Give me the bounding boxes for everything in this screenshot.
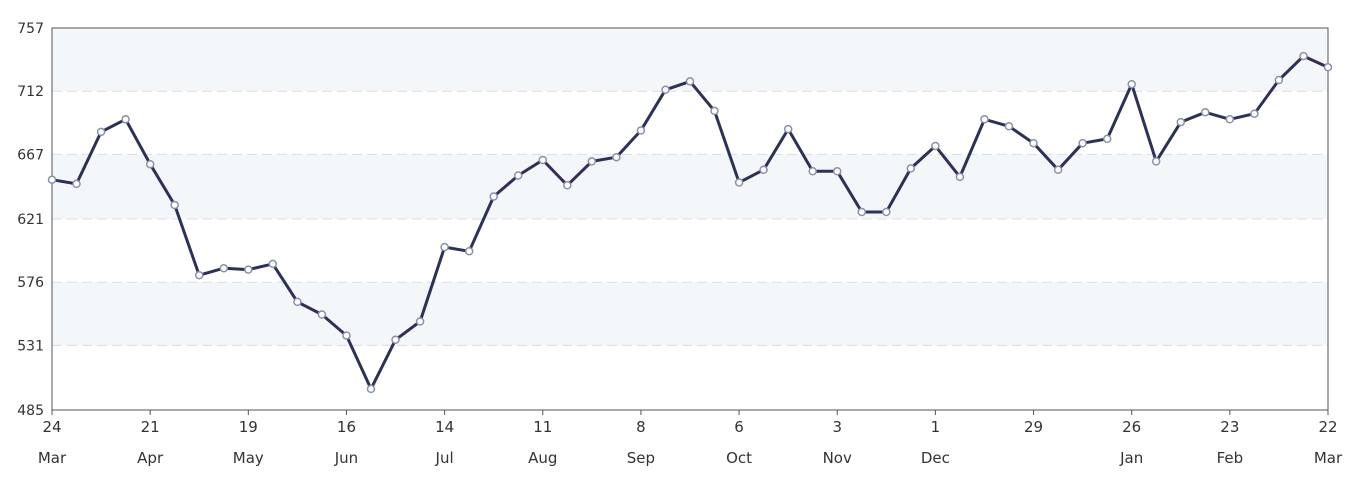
data-point[interactable] [1053, 165, 1063, 175]
data-point[interactable] [931, 141, 940, 151]
data-point[interactable] [1127, 79, 1136, 89]
data-point[interactable] [440, 242, 449, 252]
y-tick-label: 667 [17, 147, 44, 163]
data-point[interactable] [1078, 138, 1087, 148]
data-point[interactable] [1201, 108, 1210, 117]
x-tick-label-month: Mar [38, 449, 67, 467]
x-tick-label-month: Dec [921, 449, 950, 467]
y-axis: 757 712 667 621 576 531 485 [17, 21, 44, 419]
data-point[interactable] [1176, 117, 1186, 127]
data-point[interactable] [1299, 51, 1308, 61]
x-tick-label-month: Oct [726, 449, 752, 467]
data-point[interactable] [72, 179, 81, 189]
data-point[interactable] [268, 259, 278, 269]
data-point[interactable] [244, 265, 253, 274]
data-point[interactable] [489, 192, 498, 201]
data-point[interactable] [538, 155, 548, 165]
x-tick-label-month: May [233, 449, 264, 467]
y-tick-label: 531 [17, 338, 44, 354]
data-point[interactable] [808, 167, 817, 176]
data-point[interactable] [96, 127, 106, 137]
x-tick-label-month: Feb [1217, 449, 1244, 467]
data-point[interactable] [832, 167, 842, 176]
x-tick-label-month: Nov [823, 449, 852, 467]
x-axis: 24 Mar 21 Apr 19 May 16 Jun 14 Jul 11 Aug 8 Sep 6 Oct 3 N… [38, 410, 1343, 467]
gridlines [52, 90, 1328, 346]
data-point[interactable] [661, 85, 670, 95]
x-tick-label-day: 26 [1122, 418, 1141, 436]
data-point[interactable] [587, 157, 597, 166]
data-point[interactable] [734, 178, 744, 187]
data-point[interactable] [391, 335, 400, 345]
x-tick-label-day: 29 [1024, 418, 1043, 436]
data-point[interactable] [121, 115, 130, 124]
data-point[interactable] [1151, 157, 1161, 166]
data-point[interactable] [170, 200, 179, 210]
background-band [52, 154, 1328, 219]
x-tick-label-month: Mar [1314, 449, 1343, 467]
x-tick-label-day: 6 [734, 418, 744, 436]
data-point[interactable] [366, 384, 376, 394]
data-point[interactable] [980, 115, 989, 124]
x-tick-label-month: Aug [528, 449, 557, 467]
data-point[interactable] [612, 152, 621, 162]
x-tick-label-day: 24 [42, 418, 61, 436]
data-point[interactable] [759, 165, 768, 175]
y-tick-label: 621 [17, 212, 44, 228]
data-point[interactable] [1323, 63, 1333, 72]
data-point[interactable] [882, 207, 891, 217]
data-point[interactable] [1102, 134, 1112, 144]
data-point[interactable] [685, 77, 695, 86]
data-point[interactable] [857, 207, 867, 217]
x-tick-label-day: 22 [1318, 418, 1337, 436]
data-point[interactable] [145, 159, 155, 169]
data-point[interactable] [415, 317, 425, 326]
y-tick-label: 712 [17, 84, 44, 100]
x-tick-label-month: Sep [627, 449, 655, 467]
data-point[interactable] [513, 171, 523, 180]
x-tick-label-day: 8 [636, 418, 646, 436]
x-tick-label-month: Jan [1119, 449, 1143, 467]
plot-border [51, 27, 1329, 411]
x-tick-label-day: 3 [832, 418, 842, 436]
x-tick-label-day: 23 [1220, 418, 1239, 436]
x-tick-label-day: 16 [337, 418, 356, 436]
data-point[interactable] [47, 175, 57, 184]
data-point[interactable] [955, 172, 965, 182]
data-point[interactable] [636, 126, 646, 135]
x-tick-label-month: Apr [137, 449, 164, 467]
data-point[interactable] [563, 181, 572, 190]
background-band [52, 282, 1328, 346]
x-tick-label-day: 19 [239, 418, 258, 436]
data-point[interactable] [710, 106, 719, 116]
data-point[interactable] [342, 331, 351, 340]
y-tick-label: 576 [17, 275, 44, 291]
background-bands [52, 28, 1328, 346]
data-point[interactable] [1225, 115, 1235, 124]
series-layer [47, 51, 1333, 394]
data-point[interactable] [1250, 109, 1259, 118]
data-point[interactable] [1274, 75, 1284, 85]
x-tick-label-day: 21 [141, 418, 160, 436]
y-tick-label: 757 [17, 21, 44, 37]
y-tick-label: 485 [17, 403, 44, 419]
data-point[interactable] [317, 310, 327, 319]
x-tick-label-day: 1 [931, 418, 941, 436]
x-tick-label-month: Jun [334, 449, 358, 467]
data-point[interactable] [906, 164, 916, 173]
data-point[interactable] [1004, 122, 1014, 131]
data-point[interactable] [219, 263, 229, 273]
x-tick-label-day: 11 [533, 418, 552, 436]
data-point[interactable] [293, 297, 302, 307]
data-point[interactable] [1029, 138, 1038, 148]
x-tick-label-day: 14 [435, 418, 454, 436]
data-point[interactable] [783, 124, 793, 134]
data-point[interactable] [194, 270, 204, 280]
data-point[interactable] [464, 247, 474, 256]
x-tick-label-month: Jul [435, 449, 454, 467]
